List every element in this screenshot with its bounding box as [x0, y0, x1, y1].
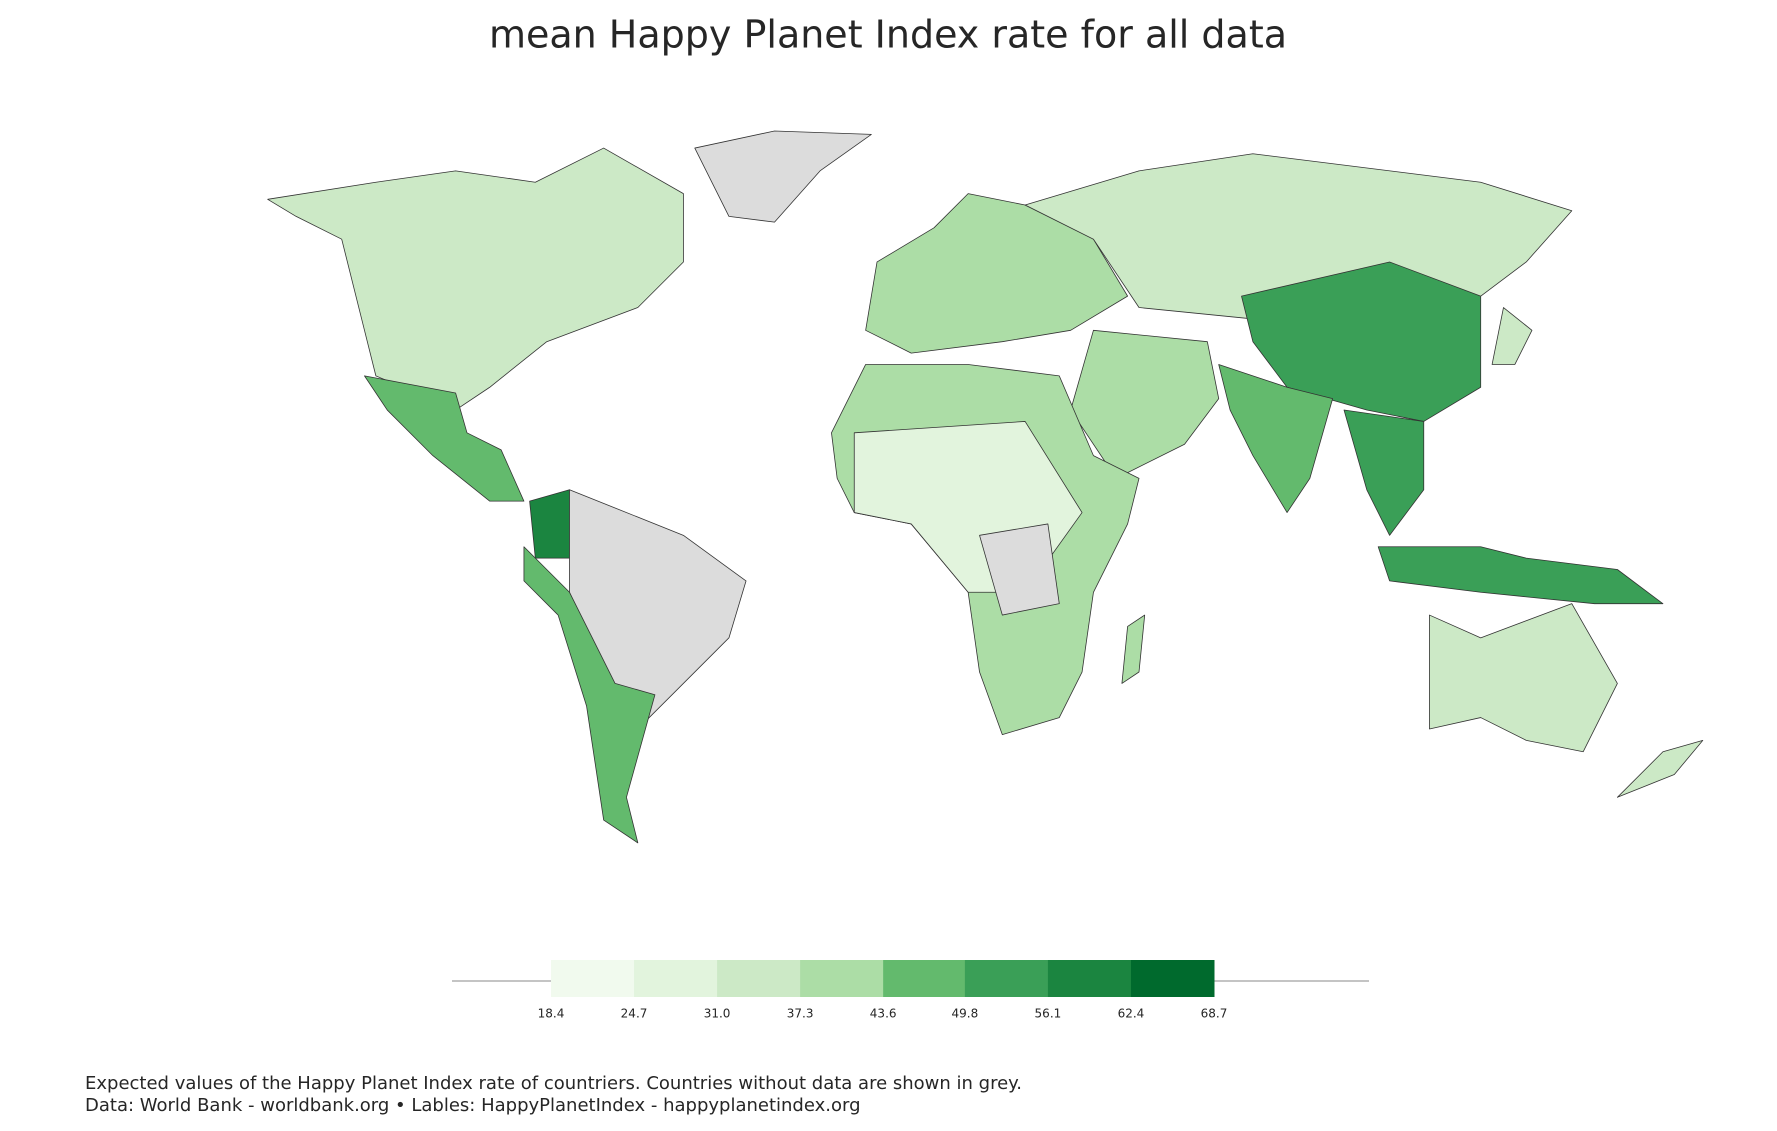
caption: Expected values of the Happy Planet Inde… [85, 1073, 1022, 1094]
colorbar-bin [634, 960, 718, 997]
colorbar-tick-label: 68.7 [1201, 1007, 1228, 1021]
australia [1429, 603, 1618, 753]
colorbar-bin [717, 960, 801, 997]
colorbar-tick-label: 24.7 [621, 1007, 648, 1021]
colorbar-tick-label: 31.0 [704, 1007, 731, 1021]
new-zealand [1616, 739, 1704, 798]
japan [1491, 307, 1533, 365]
colorbar-bin [800, 960, 884, 997]
colorbar-tick-label: 37.3 [787, 1007, 814, 1021]
indonesia [1377, 546, 1664, 605]
central-america [364, 375, 525, 502]
colorbar-tick-label: 49.8 [952, 1007, 979, 1021]
colorbar-tick-label: 18.4 [538, 1007, 565, 1021]
colorbar-bin [1130, 960, 1215, 997]
colorbar-bin [883, 960, 966, 997]
colombia [529, 489, 576, 559]
west-south-america [523, 546, 656, 844]
world-map [267, 130, 1704, 844]
russia [1024, 153, 1573, 320]
colorbar: 18.4 24.7 31.0 37.3 43.6 49.8 56.1 62.4 68.7 [452, 960, 1369, 1021]
colorbar-bin [1047, 960, 1132, 997]
greenland [694, 130, 872, 223]
north-america [267, 147, 684, 411]
southeast-asia [1343, 409, 1425, 536]
colorbar-bin [551, 960, 635, 997]
central-africa [979, 523, 1060, 616]
madagascar [1121, 614, 1146, 684]
map-title: mean Happy Planet Index rate for all dat… [489, 13, 1287, 57]
colorbar-tick-label: 56.1 [1035, 1007, 1062, 1021]
colorbar-tick-label: 43.6 [870, 1007, 897, 1021]
caption: Data: World Bank - worldbank.org • Lable… [85, 1095, 861, 1116]
india [1218, 364, 1334, 513]
colorbar-tick-label: 62.4 [1118, 1007, 1145, 1021]
colorbar-bin [964, 960, 1049, 997]
